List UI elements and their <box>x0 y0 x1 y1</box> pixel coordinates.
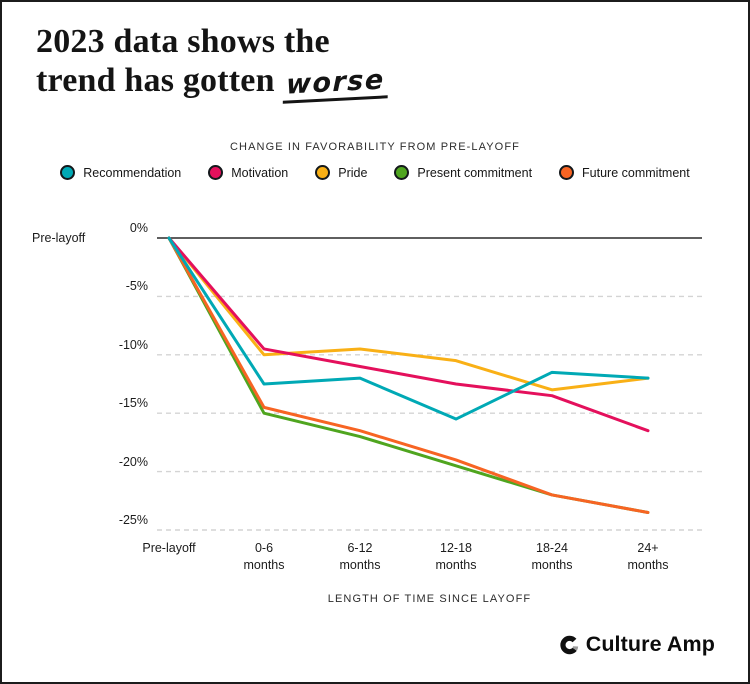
x-tick-label: 18-24 months <box>531 541 573 572</box>
legend-item-pride: Pride <box>315 165 367 180</box>
series-line-motivation <box>167 236 650 433</box>
x-tick-label: 0-6 months <box>243 541 285 572</box>
series-line-future-commitment <box>167 236 650 514</box>
series-line-pride <box>167 236 650 392</box>
x-axis-title: LENGTH OF TIME SINCE LAYOFF <box>327 593 532 605</box>
legend-dot-icon <box>208 165 224 180</box>
brand-name: Culture Amp <box>585 632 715 656</box>
legend-dot-icon <box>559 165 575 180</box>
y-tick-label: -15% <box>118 396 148 411</box>
legend-label: Pride <box>338 165 368 180</box>
chart-subtitle: CHANGE IN FAVORABILITY FROM PRE-LAYOFF <box>230 141 520 153</box>
x-tick-label: 24+ months <box>627 541 669 572</box>
x-tick-label: Pre-layoff <box>142 541 196 555</box>
legend-label: Present commitment <box>417 165 533 180</box>
x-tick-label: 12-18 months <box>435 541 477 572</box>
zero-line-label: Pre-layoff <box>32 231 86 245</box>
x-tick-label: 6-12 months <box>339 541 381 572</box>
legend-item-future-commitment: Future commitment <box>559 165 690 180</box>
legend-dot-icon <box>60 165 76 180</box>
title-line-1: 2023 data shows the <box>36 23 330 60</box>
series-line-recommendation <box>167 236 650 421</box>
legend-label: Future commitment <box>582 165 690 180</box>
brand-footer: Culture Amp <box>559 632 715 657</box>
culture-amp-logo-icon <box>560 635 578 654</box>
legend-item-motivation: Motivation <box>208 165 288 180</box>
legend-dot-icon <box>394 165 410 180</box>
y-tick-label: -10% <box>118 337 148 352</box>
y-tick-label: 0% <box>129 221 148 235</box>
chart-legend: Recommendation Motivation Pride Present com… <box>2 165 748 180</box>
legend-label: Recommendation <box>83 165 182 180</box>
legend-item-recommendation: Recommendation <box>60 165 181 180</box>
y-tick-label: -20% <box>118 454 148 469</box>
legend-item-present-commitment: Present commitment <box>394 165 532 180</box>
page-title: 2023 data shows the trend has gotten worse <box>36 22 388 104</box>
y-tick-label: -5% <box>125 279 148 294</box>
legend-label: Motivation <box>231 165 289 180</box>
legend-dot-icon <box>315 165 331 180</box>
y-tick-label: -25% <box>118 513 148 527</box>
title-line-2: trend has gotten <box>36 62 275 99</box>
